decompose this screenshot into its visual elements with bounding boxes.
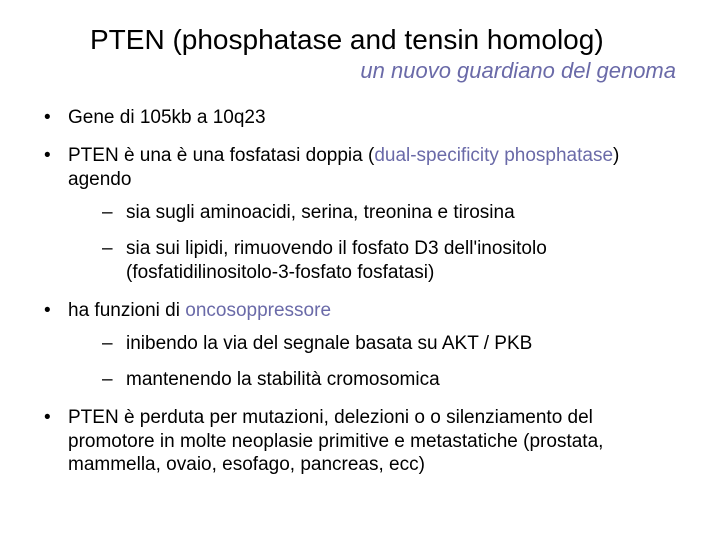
bullet-item: PTEN è una è una fosfatasi doppia (dual-… bbox=[40, 144, 680, 285]
sub-bullet-item: mantenendo la stabilità cromosomica bbox=[68, 368, 680, 392]
sub-bullet-item: sia sui lipidi, rimuovendo il fosfato D3… bbox=[68, 237, 680, 285]
bullet-text: ha funzioni di oncosoppressore bbox=[68, 300, 331, 321]
highlight-text: dual-specificity phosphatase bbox=[374, 145, 613, 166]
sub-bullet-item: inibendo la via del segnale basata su AK… bbox=[68, 332, 680, 356]
bullet-text: Gene di 105kb a 10q23 bbox=[68, 107, 266, 128]
bullet-list: Gene di 105kb a 10q23 PTEN è una è una f… bbox=[40, 106, 680, 477]
bullet-item: ha funzioni di oncosoppressore inibendo … bbox=[40, 299, 680, 392]
bullet-item: PTEN è perduta per mutazioni, delezioni … bbox=[40, 406, 680, 477]
slide-subtitle: un nuovo guardiano del genoma bbox=[40, 58, 676, 84]
bullet-text: PTEN è perduta per mutazioni, delezioni … bbox=[68, 407, 603, 476]
sub-bullet-list: sia sugli aminoacidi, serina, treonina e… bbox=[68, 201, 680, 284]
highlight-text: oncosoppressore bbox=[185, 300, 331, 321]
slide: PTEN (phosphatase and tensin homolog) un… bbox=[0, 0, 720, 540]
bullet-text: PTEN è una è una fosfatasi doppia (dual-… bbox=[68, 145, 619, 190]
bullet-text: sia sui lipidi, rimuovendo il fosfato D3… bbox=[126, 238, 547, 283]
slide-title: PTEN (phosphatase and tensin homolog) bbox=[90, 24, 680, 56]
bullet-text: mantenendo la stabilità cromosomica bbox=[126, 369, 440, 390]
bullet-item: Gene di 105kb a 10q23 bbox=[40, 106, 680, 130]
bullet-text: inibendo la via del segnale basata su AK… bbox=[126, 333, 532, 354]
sub-bullet-item: sia sugli aminoacidi, serina, treonina e… bbox=[68, 201, 680, 225]
sub-bullet-list: inibendo la via del segnale basata su AK… bbox=[68, 332, 680, 392]
bullet-text: sia sugli aminoacidi, serina, treonina e… bbox=[126, 202, 515, 223]
